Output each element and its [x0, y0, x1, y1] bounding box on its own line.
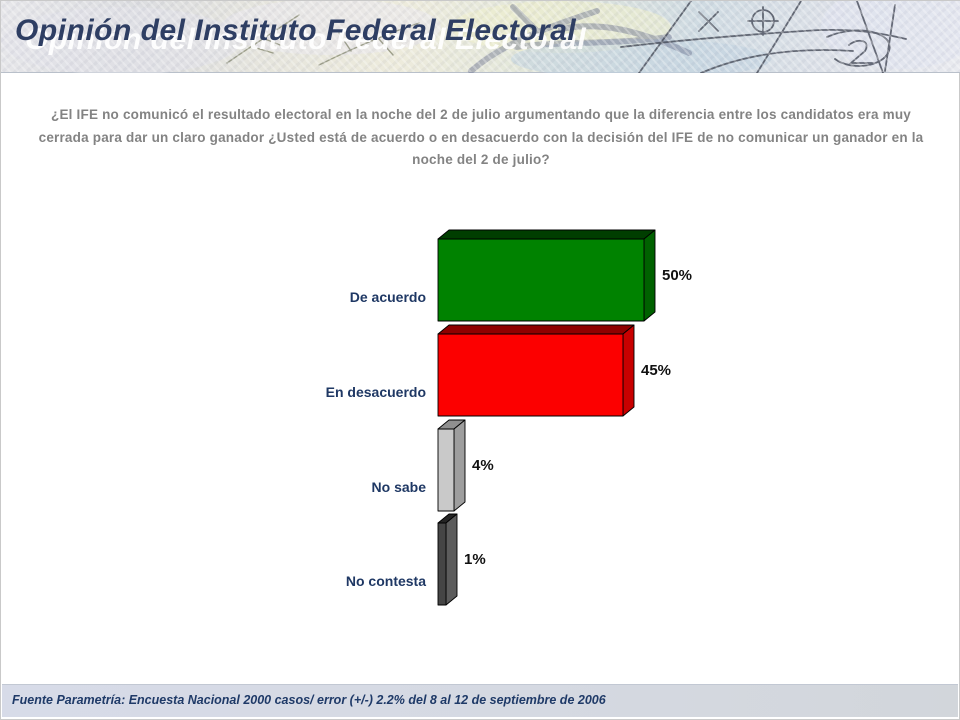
category-label: En desacuerdo — [325, 384, 426, 400]
value-label: 4% — [472, 457, 494, 474]
page-title: Opinión del Instituto Federal Electoral … — [15, 14, 586, 60]
chart-bar-light-gray — [437, 419, 466, 512]
value-label: 1% — [464, 551, 486, 568]
header-banner: Opinión del Instituto Federal Electoral … — [1, 1, 960, 73]
header-artwork — [1, 1, 960, 73]
value-label: 45% — [641, 362, 672, 379]
chart-bar-red — [437, 324, 635, 417]
source-footer: Fuente Parametría: Encuesta Nacional 200… — [2, 684, 958, 717]
category-label: No sabe — [371, 479, 426, 495]
page-title-text: Opinión del Instituto Federal Electoral — [15, 14, 577, 47]
category-label: No contesta — [345, 573, 426, 589]
header-texture — [1, 1, 960, 72]
survey-question: ¿El IFE no comunicó el resultado elector… — [38, 107, 924, 167]
page-title-shadow: Opinión del Instituto Federal Electoral — [25, 23, 587, 56]
chart-bar-dark-gray — [437, 513, 458, 606]
value-label: 50% — [662, 267, 693, 284]
chart-bar-green — [437, 229, 656, 322]
source-text: Fuente Parametría: Encuesta Nacional 200… — [12, 693, 606, 707]
category-label: De acuerdo — [349, 289, 426, 305]
